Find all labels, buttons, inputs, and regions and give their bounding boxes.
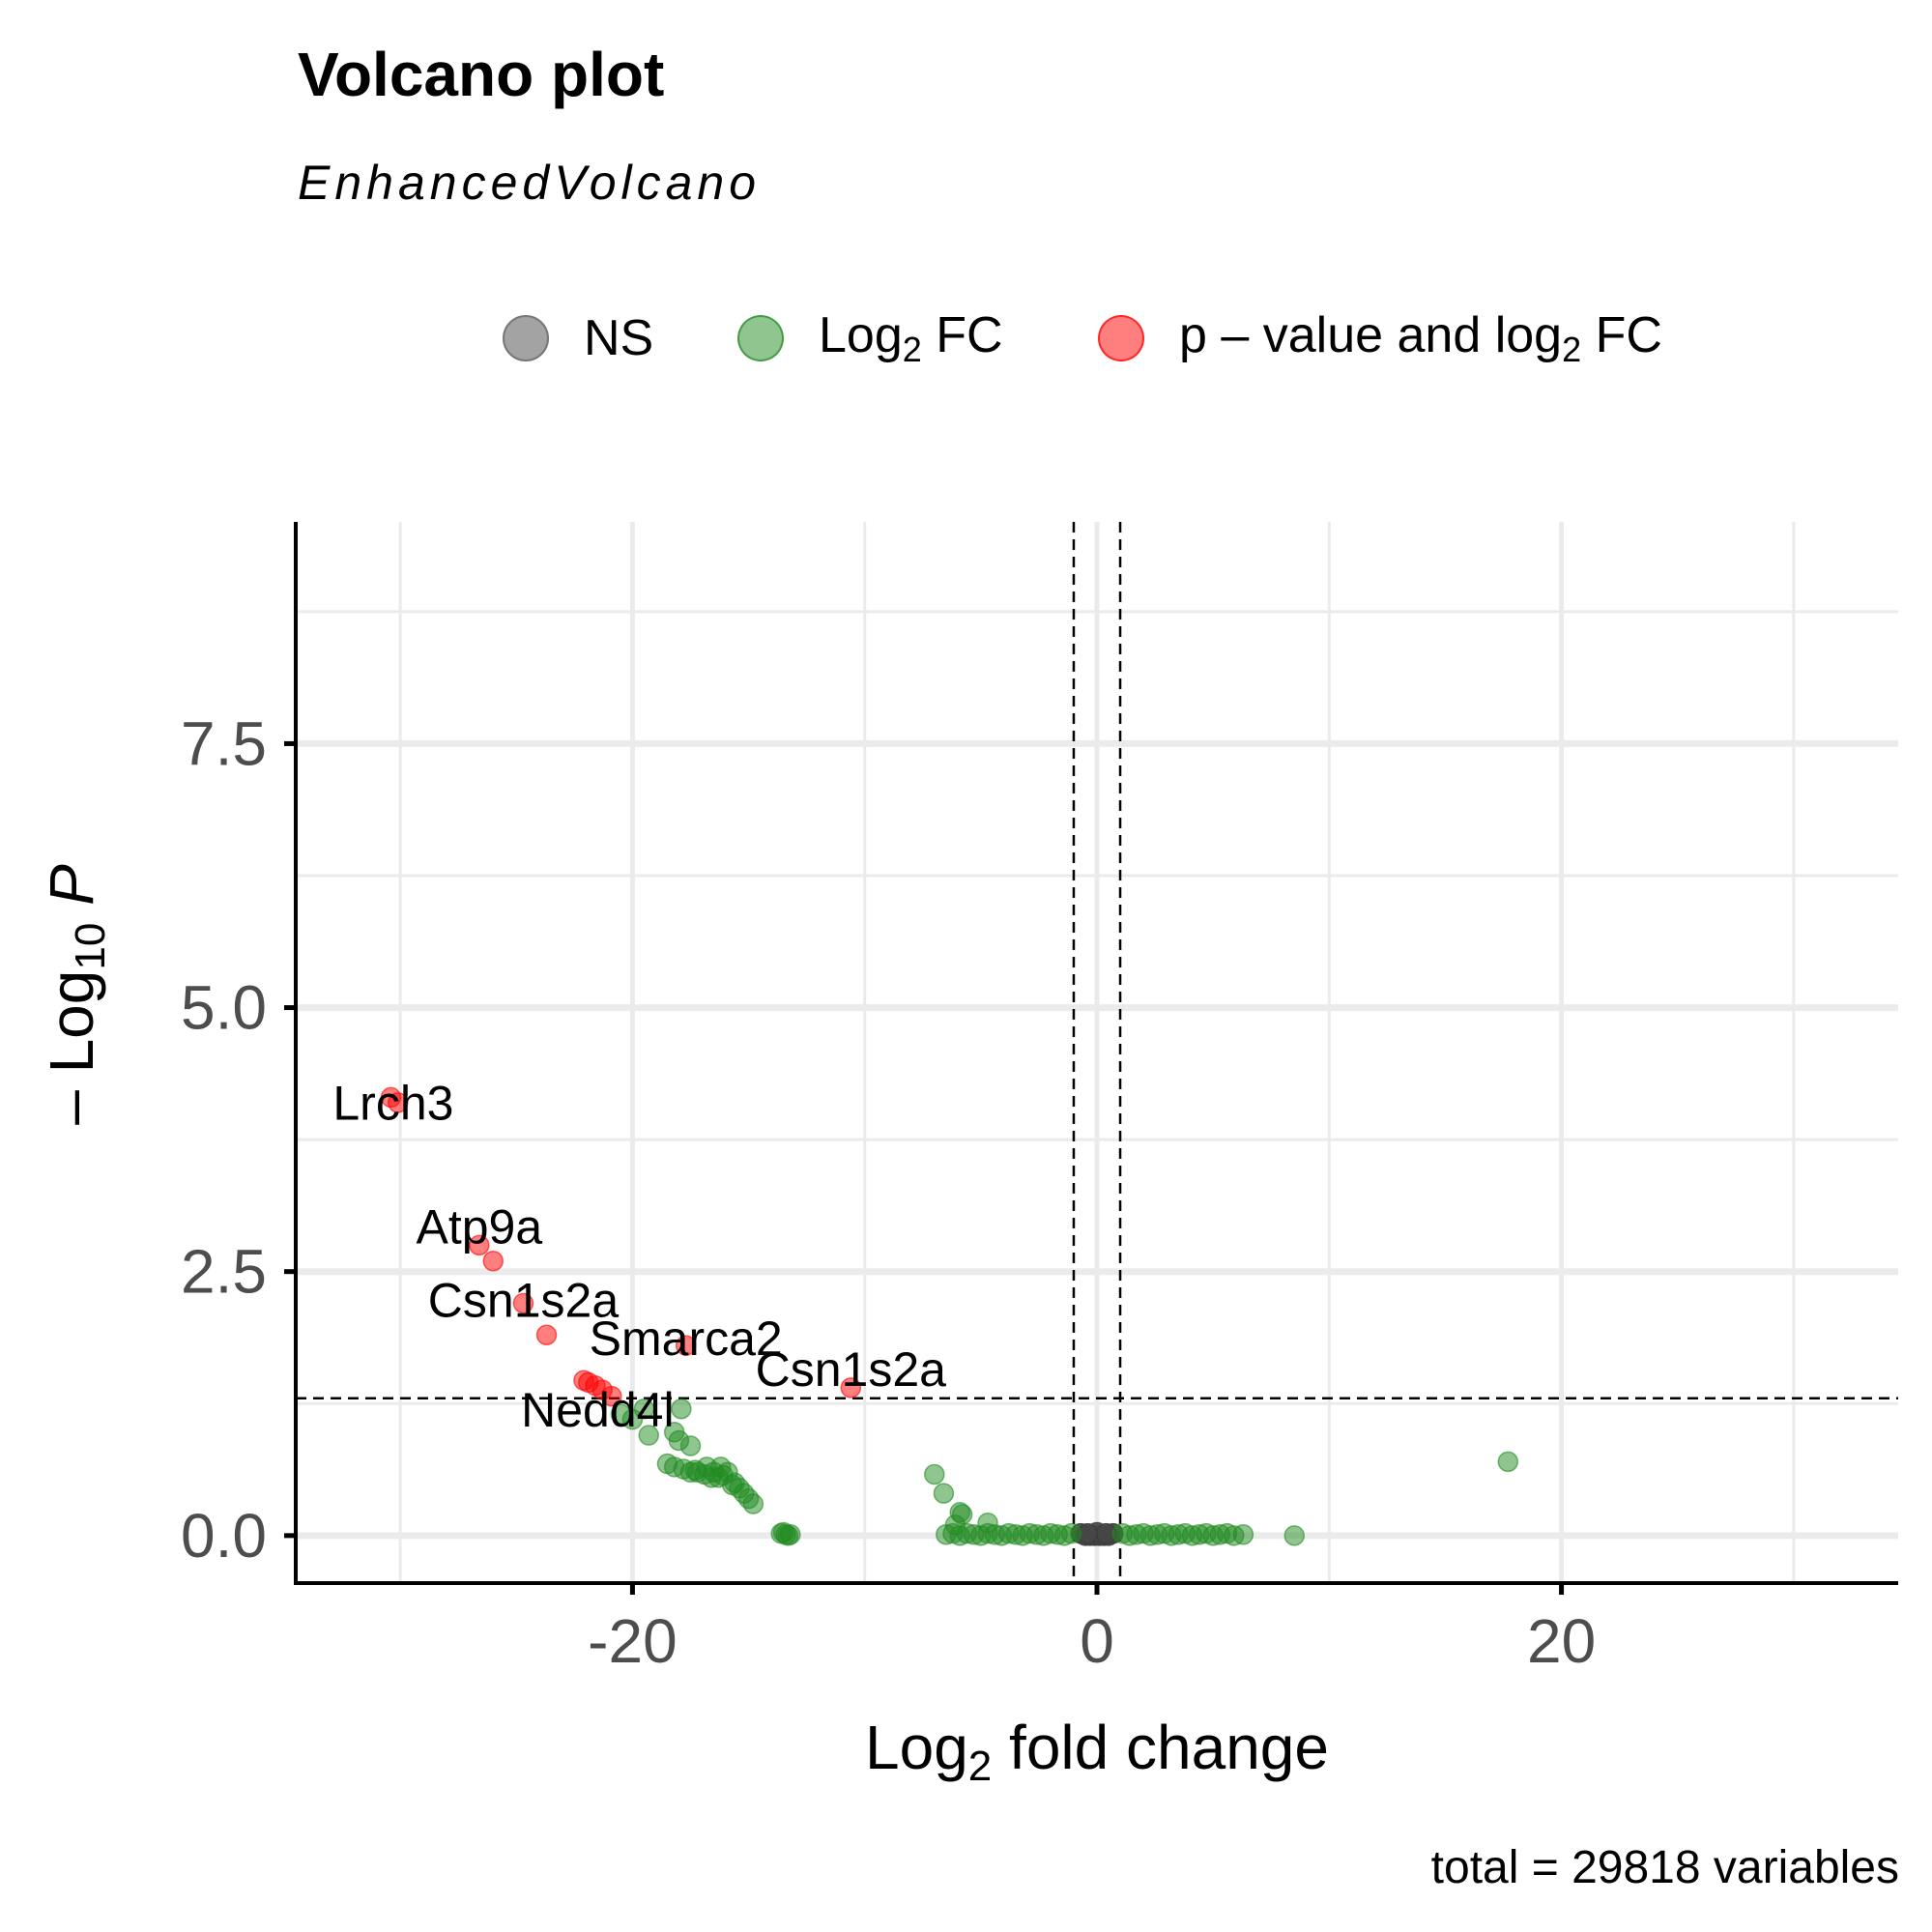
y-tick-label: 2.5 xyxy=(181,1237,267,1307)
point-pvalue-and-log2fc xyxy=(387,1092,409,1113)
chart-subtitle: EnhancedVolcano xyxy=(298,156,762,210)
y-axis-title: – Log10 P xyxy=(37,864,114,1125)
legend-item-ns: NS xyxy=(503,300,653,377)
y-tick-label: 7.5 xyxy=(181,708,267,778)
point-log2fc xyxy=(777,1525,799,1546)
legend-label-pfc: p – value and log2 FC xyxy=(1179,307,1662,369)
caption: total = 29818 variables xyxy=(1430,1842,1899,1893)
point-pvalue-and-log2fc xyxy=(535,1324,558,1346)
point-pvalue-and-log2fc xyxy=(840,1377,862,1399)
point-label: Atp9a xyxy=(416,1199,542,1254)
point-log2fc xyxy=(924,1463,945,1485)
point-log2fc xyxy=(679,1435,702,1456)
legend-swatch-ns xyxy=(503,315,549,361)
point-pvalue-and-log2fc xyxy=(469,1234,490,1256)
legend-item-pfc: p – value and log2 FC xyxy=(1098,300,1662,377)
legend-swatch-pfc xyxy=(1098,315,1144,361)
point-label: Nedd4l xyxy=(521,1383,674,1437)
point-log2fc xyxy=(1283,1525,1305,1546)
point-label: Lrch3 xyxy=(332,1077,453,1131)
point-label: Smarca2 xyxy=(590,1312,783,1366)
point-label: Csn1s2a xyxy=(428,1273,620,1327)
x-axis-title: Log2 fold change xyxy=(865,1713,1329,1790)
point-log2fc xyxy=(633,1398,655,1420)
point-log2fc xyxy=(933,1483,955,1504)
point-label: Csn1s2a xyxy=(756,1342,947,1397)
legend-label-ns: NS xyxy=(584,310,654,366)
x-tick-label: -20 xyxy=(588,1606,678,1676)
point-log2fc xyxy=(721,1474,743,1496)
point-log2fc xyxy=(638,1425,659,1446)
x-tick-label: 0 xyxy=(1080,1606,1114,1676)
point-log2fc xyxy=(671,1398,692,1420)
legend: NS Log2 FC p – value and log2 FC xyxy=(0,300,1932,377)
legend-swatch-fc xyxy=(737,315,784,361)
y-tick-label: 0.0 xyxy=(181,1501,267,1571)
point-pvalue-and-log2fc xyxy=(675,1335,697,1356)
point-pvalue-and-log2fc xyxy=(482,1251,504,1272)
point-log2fc xyxy=(1232,1523,1254,1545)
x-tick-label: 20 xyxy=(1527,1606,1596,1676)
legend-item-fc: Log2 FC xyxy=(737,300,1003,377)
legend-label-fc: Log2 FC xyxy=(819,307,1003,369)
point-log2fc xyxy=(742,1493,764,1514)
point-log2fc xyxy=(1497,1451,1519,1473)
point-pvalue-and-log2fc xyxy=(512,1292,534,1314)
point-log2fc xyxy=(1060,1522,1082,1544)
chart-title: Volcano plot xyxy=(298,40,665,109)
point-log2fc xyxy=(684,1459,706,1481)
point-pvalue-and-log2fc xyxy=(601,1385,622,1407)
y-tick-label: 5.0 xyxy=(181,973,267,1043)
